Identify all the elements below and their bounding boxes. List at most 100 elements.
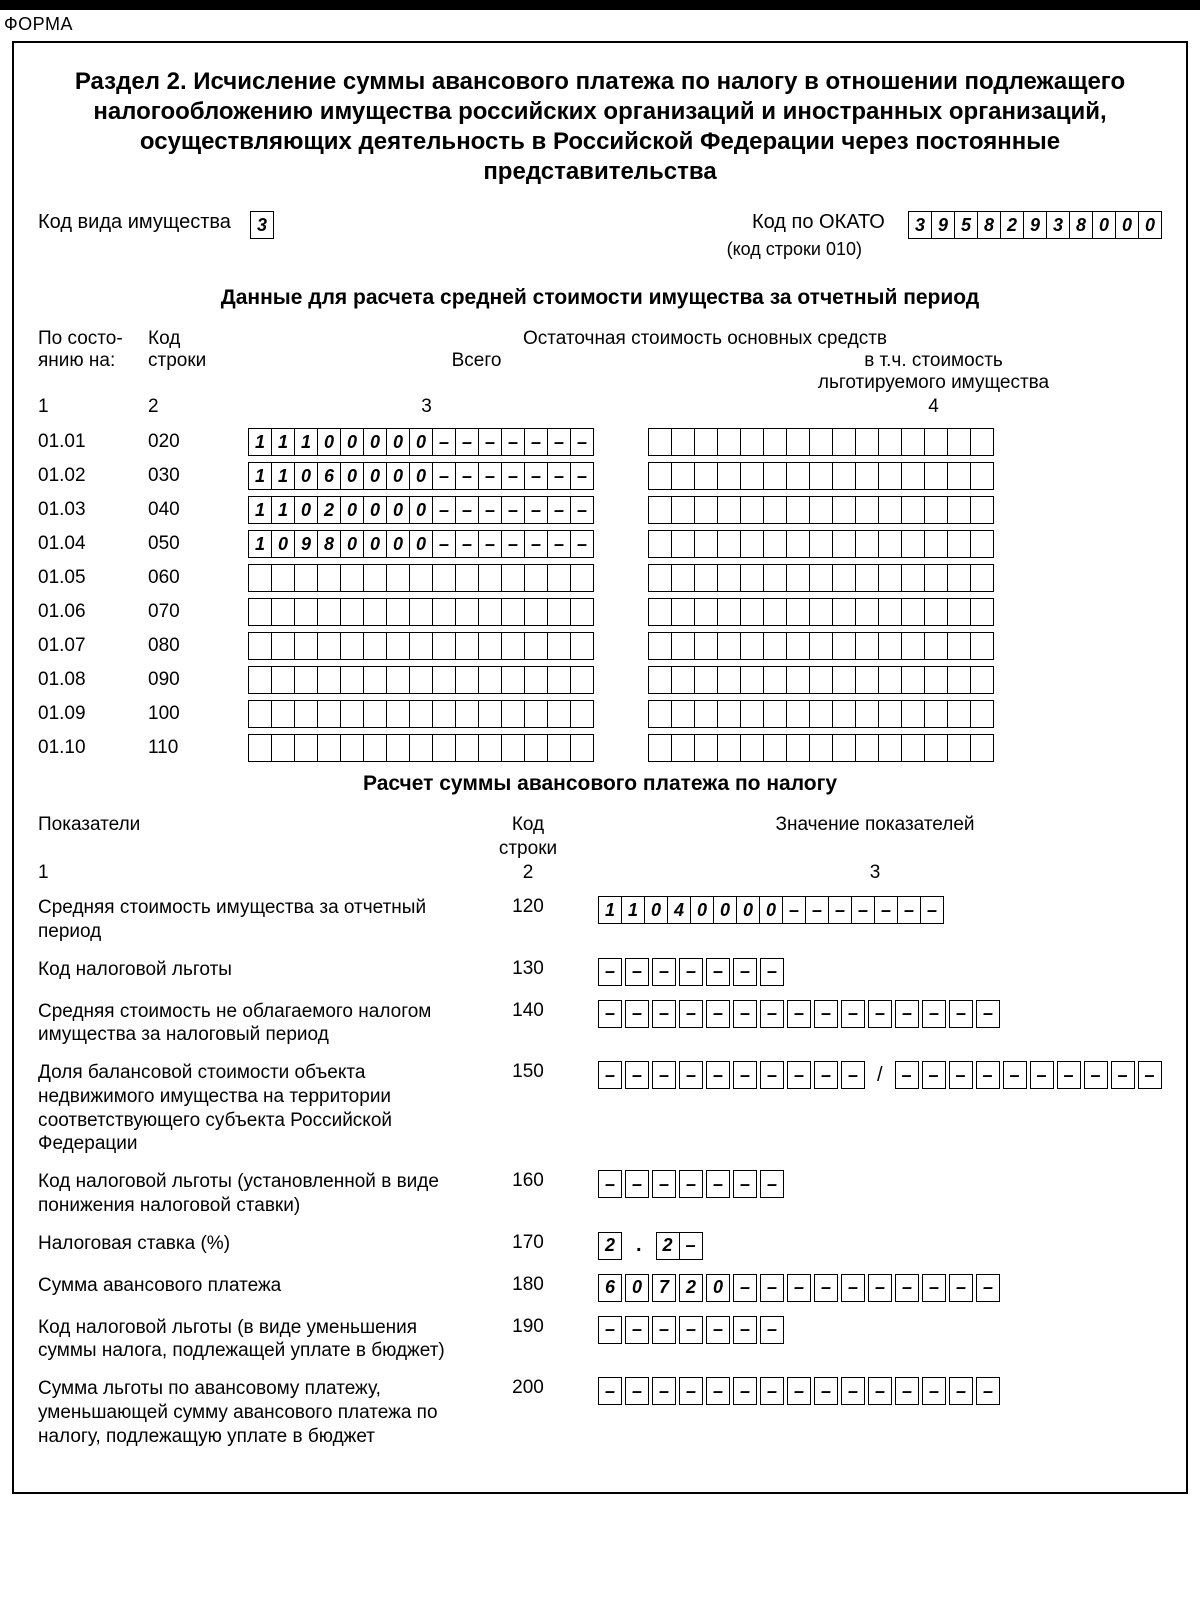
calc-h1: Показатели: [38, 814, 468, 836]
cell: [740, 530, 764, 558]
cell: [740, 666, 764, 694]
cell: [524, 666, 548, 694]
cell: [924, 666, 948, 694]
cell: [648, 462, 672, 490]
cell: 0: [294, 496, 318, 524]
cell: [901, 462, 925, 490]
calc-value: –––––––––––––––: [588, 1000, 1162, 1028]
row-date: 01.07: [38, 635, 148, 657]
cell: –: [976, 1274, 1000, 1302]
cell: 3: [250, 211, 274, 239]
cell: [855, 700, 879, 728]
cell: [970, 734, 994, 762]
cell: [970, 564, 994, 592]
cell: [271, 632, 295, 660]
calc-value: 60720––––––––––: [588, 1274, 1162, 1302]
cell: [694, 700, 718, 728]
cell: [786, 700, 810, 728]
cell: [363, 734, 387, 762]
cell: [409, 598, 433, 626]
section1-title: Данные для расчета средней стоимости иму…: [38, 286, 1162, 310]
cell: –: [432, 428, 456, 456]
calc-code: 160: [468, 1170, 588, 1192]
cell: 0: [409, 496, 433, 524]
section2-title: Расчет суммы авансового платежа по налог…: [38, 772, 1162, 796]
cell: [386, 734, 410, 762]
cell: [648, 666, 672, 694]
cell: –: [625, 1316, 649, 1344]
cell: [671, 666, 695, 694]
cell: [809, 530, 833, 558]
cell: –: [1003, 1061, 1027, 1089]
cell: [248, 734, 272, 762]
cell: –: [841, 1000, 865, 1028]
cell: [855, 462, 879, 490]
calc-label: Налоговая ставка (%): [38, 1232, 468, 1256]
calc-row: Код налоговой льготы130–––––––: [38, 958, 1162, 986]
cell: [271, 700, 295, 728]
cell: [809, 700, 833, 728]
cell: –: [949, 1377, 973, 1405]
cell: [901, 530, 925, 558]
cell: [524, 700, 548, 728]
cell: –: [625, 958, 649, 986]
cell: [570, 700, 594, 728]
cell: 1: [271, 462, 295, 490]
cell: [970, 598, 994, 626]
cell: –: [524, 462, 548, 490]
cell: [832, 496, 856, 524]
cell: [694, 530, 718, 558]
cell: –: [976, 1061, 1000, 1089]
cell: 2: [656, 1232, 680, 1260]
cell: –: [478, 462, 502, 490]
cell: –: [652, 1316, 676, 1344]
cell: [786, 666, 810, 694]
calc-h3: Значение показателей: [588, 814, 1162, 836]
fraction-slash: /: [875, 1064, 885, 1087]
cell: –: [949, 1061, 973, 1089]
cell: [294, 598, 318, 626]
calc-label: Сумма льготы по авансовому платежу, умен…: [38, 1377, 468, 1448]
cell: –: [706, 1170, 730, 1198]
cell: –: [760, 1316, 784, 1344]
cell: [763, 564, 787, 592]
cell-group: [648, 632, 994, 660]
table-row: 01.0405010980000–––––––: [38, 530, 1162, 558]
cell: –: [733, 958, 757, 986]
cell-group: –––––––––––––––: [598, 1000, 1000, 1028]
cell: [524, 564, 548, 592]
row-col4: [648, 530, 1162, 558]
cell: [855, 734, 879, 762]
cell: [786, 496, 810, 524]
cell: –: [455, 496, 479, 524]
cell: 9: [1023, 211, 1047, 239]
cell: –: [598, 958, 622, 986]
cell: [671, 496, 695, 524]
cell: [501, 734, 525, 762]
cell: 2: [317, 496, 341, 524]
cell: 6: [598, 1274, 622, 1302]
cell-group: 60720––––––––––: [598, 1274, 1000, 1302]
cell: [432, 666, 456, 694]
cell: [570, 598, 594, 626]
cell: [809, 462, 833, 490]
cell: [648, 598, 672, 626]
cell: –: [625, 1061, 649, 1089]
cell: [832, 530, 856, 558]
cell: [547, 598, 571, 626]
cell: –: [625, 1170, 649, 1198]
cell: 1: [621, 896, 645, 924]
cell-group: 11060000–––––––: [248, 462, 594, 490]
cell: [970, 428, 994, 456]
cell: –: [949, 1000, 973, 1028]
cell: [924, 462, 948, 490]
cell: [740, 428, 764, 456]
cell-group: ––––––––––: [895, 1061, 1162, 1089]
cell: [478, 598, 502, 626]
table-row: 01.09100: [38, 700, 1162, 728]
cell: 0: [386, 530, 410, 558]
cell: –: [501, 496, 525, 524]
row-col3: 11100000–––––––: [248, 428, 648, 456]
cell: [924, 564, 948, 592]
cell: –: [814, 1000, 838, 1028]
